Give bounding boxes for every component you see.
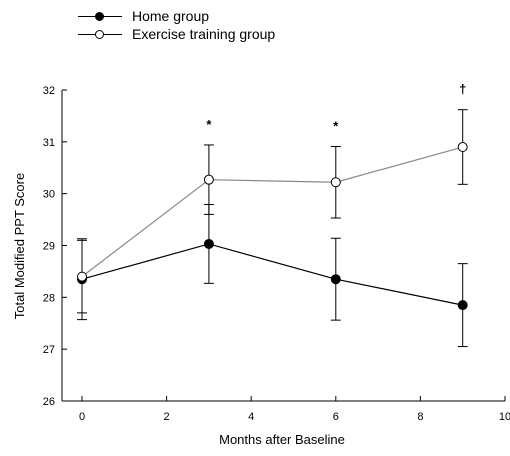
open-circle-icon [95, 30, 104, 39]
y-tick-label: 31 [43, 137, 55, 149]
x-tick-label: 0 [79, 411, 85, 423]
series-0 [77, 204, 468, 348]
data-point [77, 271, 87, 282]
data-point [203, 238, 214, 249]
y-tick-label: 32 [43, 85, 55, 97]
x-tick-label: 4 [248, 411, 254, 423]
annotations: * * † [206, 82, 466, 134]
y-tick-label: 30 [43, 189, 55, 201]
filled-circle-icon [95, 12, 104, 21]
x-tick-label: 10 [499, 411, 510, 423]
series-1 [77, 109, 468, 314]
data-point [457, 300, 468, 311]
y-ticks: 26 27 28 29 30 31 32 [43, 85, 67, 408]
data-point [203, 174, 214, 185]
x-tick-label: 2 [164, 411, 170, 423]
series-layer [77, 109, 468, 348]
y-axis-label: Total Modified PPT Score [12, 173, 27, 319]
y-tick-label: 27 [43, 344, 55, 356]
data-point [330, 274, 341, 285]
data-point [330, 177, 341, 188]
y-tick-label: 28 [43, 292, 55, 304]
data-point [457, 142, 468, 153]
x-ticks: 0 2 4 6 8 10 [79, 396, 510, 423]
significance-annotation: * [206, 117, 212, 132]
legend-label-home: Home group [132, 8, 210, 24]
y-tick-label: 29 [43, 241, 55, 253]
x-tick-label: 8 [417, 411, 423, 423]
x-tick-label: 6 [333, 411, 339, 423]
legend-label-exercise: Exercise training group [132, 26, 276, 42]
significance-annotation: * [333, 118, 339, 133]
y-tick-label: 26 [43, 396, 55, 408]
series-line [81, 243, 463, 306]
x-axis-label: Months after Baseline [219, 432, 345, 447]
series-line [81, 146, 463, 278]
significance-annotation: † [459, 82, 466, 97]
